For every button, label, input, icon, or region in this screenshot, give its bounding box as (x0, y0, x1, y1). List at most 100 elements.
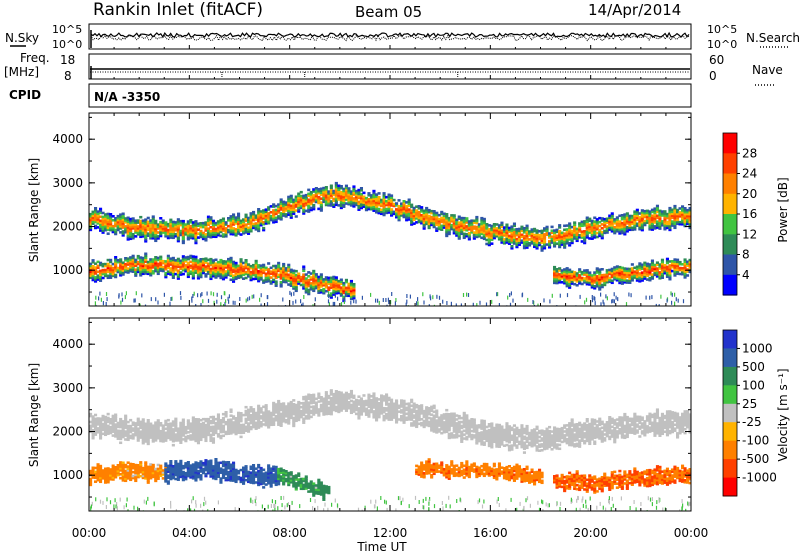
range-gate-cell (359, 206, 364, 210)
range-gate-cell (99, 263, 103, 267)
range-gate-cell (655, 275, 660, 278)
range-gate-cell (129, 264, 133, 267)
range-gate-cell (229, 217, 233, 220)
range-gate-cell (144, 228, 148, 231)
power-panel-frame (88, 112, 692, 307)
noise-cell (594, 296, 596, 301)
range-gate-cell (224, 276, 228, 279)
range-gate-cell (106, 220, 110, 224)
range-gate-cell (605, 273, 609, 276)
range-gate-cell (254, 265, 258, 269)
range-gate-cell (174, 266, 178, 270)
range-gate-cell (164, 435, 168, 438)
range-gate-cell (199, 424, 203, 428)
range-gate-cell (234, 265, 238, 269)
range-gate-cell (344, 399, 349, 403)
range-gate-cell (249, 414, 253, 417)
range-gate-cell (282, 214, 286, 217)
range-gate-cell (502, 240, 507, 243)
range-gate-cell (96, 222, 100, 225)
range-gate-cell (460, 230, 464, 234)
noise-cell (533, 304, 535, 306)
range-gate-cell (620, 229, 624, 233)
range-gate-cell (282, 416, 286, 419)
range-gate-cell (332, 396, 336, 400)
range-gate-cell (615, 216, 619, 219)
range-gate-cell (126, 263, 130, 266)
range-gate-cell (648, 278, 652, 282)
range-gate-cell (139, 426, 143, 430)
range-gate-cell (297, 410, 301, 414)
range-gate-cell (613, 227, 617, 231)
range-gate-cell (239, 417, 243, 421)
range-gate-cell (106, 426, 110, 430)
range-gate-cell (683, 274, 687, 277)
range-gate-cell (186, 265, 190, 269)
range-gate-cell (292, 271, 296, 275)
range-gate-cell (349, 283, 354, 287)
range-gate-cell (359, 198, 364, 202)
range-gate-cell (580, 278, 584, 282)
range-gate-cell (369, 207, 374, 211)
range-gate-cell (224, 260, 228, 263)
range-gate-cell (585, 277, 589, 280)
range-gate-cell (156, 256, 160, 260)
range-gate-cell (480, 218, 484, 222)
range-gate-cell (603, 225, 607, 229)
range-gate-cell (568, 274, 572, 278)
range-gate-cell (209, 226, 213, 229)
range-gate-cell (211, 272, 216, 276)
range-gate-cell (289, 414, 293, 418)
range-gate-cell (568, 282, 572, 285)
range-gate-cell (229, 272, 233, 276)
range-gate-cell (334, 393, 338, 397)
range-gate-cell (367, 397, 371, 401)
range-gate-cell (139, 262, 143, 265)
range-gate-cell (299, 275, 303, 279)
colorbar-swatch (723, 133, 737, 154)
noise-cell (382, 298, 384, 302)
range-gate-cell (457, 227, 461, 230)
range-gate-cell (327, 196, 331, 199)
range-gate-cell (169, 259, 173, 262)
range-gate-cell (156, 429, 160, 432)
range-gate-cell (337, 408, 341, 412)
range-gate-cell (620, 268, 624, 272)
range-gate-cell (570, 233, 574, 237)
range-gate-cell (683, 266, 687, 269)
range-gate-cell (146, 430, 150, 434)
range-gate-cell (395, 405, 399, 408)
range-gate-cell (199, 426, 203, 430)
range-gate-cell (324, 203, 328, 207)
range-gate-cell (154, 431, 158, 434)
range-gate-cell (239, 260, 243, 263)
range-gate-cell (395, 399, 399, 402)
noise-cell (559, 293, 561, 298)
range-gate-cell (500, 231, 504, 234)
range-gate-cell (211, 235, 216, 238)
range-gate-cell (104, 415, 108, 419)
range-gate-cell (159, 224, 163, 228)
noise-cell (606, 296, 608, 301)
range-gate-cell (628, 216, 632, 220)
range-gate-cell (221, 412, 226, 416)
range-gate-cell (149, 428, 153, 431)
range-gate-cell (309, 278, 313, 281)
range-gate-cell (219, 226, 223, 230)
range-gate-cell (96, 264, 100, 268)
range-gate-cell (94, 209, 98, 212)
range-gate-cell (126, 267, 130, 270)
range-gate-cell (563, 232, 567, 235)
range-gate-cell (91, 272, 95, 276)
range-gate-cell (267, 420, 271, 423)
range-gate-cell (174, 223, 178, 226)
range-gate-cell (116, 268, 120, 272)
range-gate-cell (590, 274, 594, 277)
range-gate-cell (372, 199, 376, 203)
range-gate-cell (553, 243, 557, 246)
range-gate-cell (272, 401, 276, 405)
range-gate-cell (457, 237, 461, 240)
range-gate-cell (377, 415, 381, 419)
range-gate-cell (495, 231, 499, 234)
noise-cell (300, 299, 302, 304)
